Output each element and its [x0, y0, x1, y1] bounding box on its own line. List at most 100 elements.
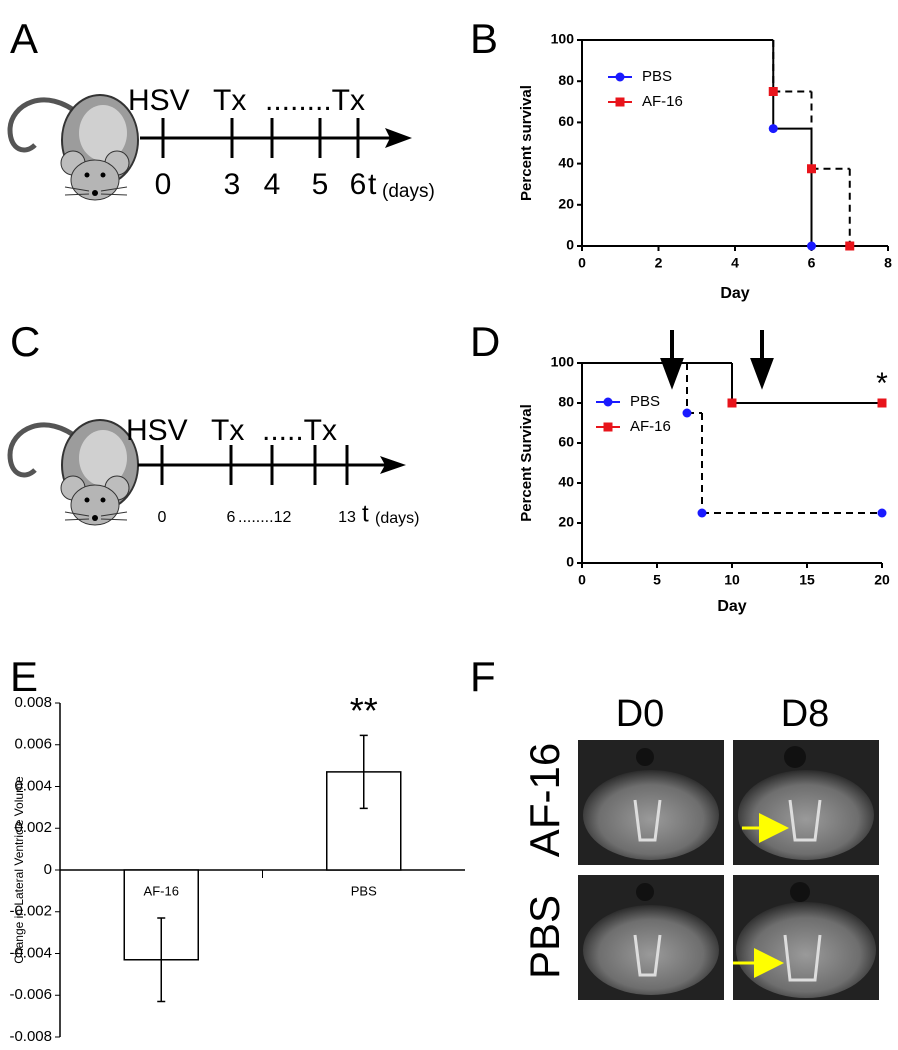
marker — [807, 164, 816, 174]
y-axis-label: Percent Survival — [518, 404, 535, 522]
treatment-arrow — [660, 330, 684, 390]
timeline-label: Tx — [213, 84, 246, 117]
error-bar — [359, 734, 368, 810]
panel-f: D0 D8 AF-16 PBS — [521, 693, 879, 1000]
timeline-label: Tx — [211, 414, 244, 447]
y-tick-label: 100 — [551, 354, 575, 370]
x-tick-label: 0 — [578, 572, 586, 588]
category-label: AF-16 — [144, 883, 179, 898]
column-label: D8 — [781, 693, 830, 735]
x-tick-label: 5 — [653, 572, 661, 588]
significance: * — [876, 367, 888, 400]
y-tick-label: 0 — [566, 554, 574, 570]
timeline-tick: 6 — [350, 168, 367, 201]
y-tick-label: 60 — [558, 113, 574, 129]
timeline-label: .....Tx — [262, 414, 337, 447]
marker — [768, 124, 778, 134]
timeline-arrow — [385, 128, 412, 148]
marker — [768, 87, 778, 96]
timeline-axis-label: t — [362, 500, 369, 527]
timeline-label: ........Tx — [265, 84, 365, 117]
legend-label: AF-16 — [642, 93, 683, 110]
column-label: D0 — [616, 693, 665, 735]
timeline-tick: 5 — [312, 168, 329, 201]
marker — [615, 72, 625, 82]
timeline-tick: ........12 — [238, 509, 291, 526]
timeline-label: HSV — [128, 84, 190, 117]
x-tick-label: 20 — [874, 572, 890, 588]
x-tick-label: 6 — [808, 255, 816, 271]
y-tick-label: -0.004 — [9, 944, 52, 961]
y-tick-label: 0.008 — [14, 694, 52, 711]
y-tick-label: 0.004 — [14, 777, 52, 794]
y-tick-label: 80 — [558, 72, 574, 88]
timeline-tick: 3 — [224, 168, 241, 201]
y-tick-label: -0.002 — [9, 903, 52, 920]
timeline-unit: (days) — [375, 510, 419, 527]
marker — [845, 241, 855, 251]
timeline-label: HSV — [126, 414, 188, 447]
x-tick-label: 15 — [799, 572, 815, 588]
x-tick-label: 4 — [731, 255, 739, 271]
marker — [697, 508, 707, 518]
legend-label: PBS — [630, 393, 660, 410]
x-tick-label: 2 — [655, 255, 663, 271]
y-tick-label: 0.006 — [14, 736, 52, 753]
legend-label: AF-16 — [630, 418, 671, 435]
row-label: PBS — [521, 895, 568, 979]
marker — [603, 397, 613, 407]
y-tick-label: -0.006 — [9, 986, 52, 1003]
y-tick-label: 80 — [558, 394, 574, 410]
panel-label: B — [470, 15, 498, 62]
y-axis-label: Percent survival — [518, 85, 535, 201]
panel-label: C — [10, 318, 40, 365]
timeline-tick: 0 — [158, 509, 167, 526]
panel-label: F — [470, 653, 496, 700]
y-axis-label: Change in Lateral Ventricle Volume — [12, 776, 26, 964]
significance: ** — [350, 690, 378, 731]
panel-label: E — [10, 653, 38, 700]
mri-images — [578, 740, 879, 1000]
timeline-tick: 6 — [227, 509, 236, 526]
timeline-tick: 4 — [264, 168, 281, 201]
mouse-icon — [10, 420, 138, 525]
x-axis-label: Day — [717, 598, 746, 615]
error-bar — [157, 917, 166, 1003]
timeline-tick: 13 — [338, 509, 356, 526]
marker — [615, 97, 625, 107]
marker — [877, 508, 887, 518]
marker — [877, 398, 887, 408]
panel-label: A — [10, 15, 38, 62]
y-tick-label: 0 — [566, 237, 574, 253]
y-tick-label: 0 — [44, 861, 52, 878]
y-tick-label: 0.002 — [14, 819, 52, 836]
panel-a: HSV Tx ........Tx 0 3 4 5 6 t (days) — [10, 84, 435, 202]
category-label: PBS — [351, 883, 377, 898]
y-tick-label: 40 — [558, 474, 574, 490]
timeline-tick: 0 — [155, 168, 172, 201]
legend-label: PBS — [642, 68, 672, 85]
x-tick-label: 10 — [724, 572, 740, 588]
y-tick-label: 20 — [558, 196, 574, 212]
panel-c: HSV Tx .....Tx 0 6 ........12 13 t (days… — [10, 414, 419, 527]
marker — [682, 408, 692, 418]
x-axis-label: Day — [720, 285, 749, 302]
marker — [603, 422, 613, 432]
treatment-arrow — [750, 330, 774, 390]
panel-label: D — [470, 318, 500, 365]
timeline-arrow — [380, 456, 406, 474]
x-tick-label: 0 — [578, 255, 586, 271]
y-tick-label: -0.008 — [9, 1028, 52, 1045]
timeline-axis-label: t — [368, 168, 377, 201]
marker — [807, 241, 816, 251]
timeline-unit: (days) — [382, 181, 435, 202]
timeline-ticks — [160, 445, 349, 485]
timeline-ticks — [161, 118, 360, 158]
row-label: AF-16 — [521, 743, 568, 857]
marker — [727, 398, 737, 408]
x-tick-label: 8 — [884, 255, 892, 271]
y-tick-label: 20 — [558, 514, 574, 530]
mouse-icon — [10, 95, 138, 200]
y-tick-label: 60 — [558, 434, 574, 450]
